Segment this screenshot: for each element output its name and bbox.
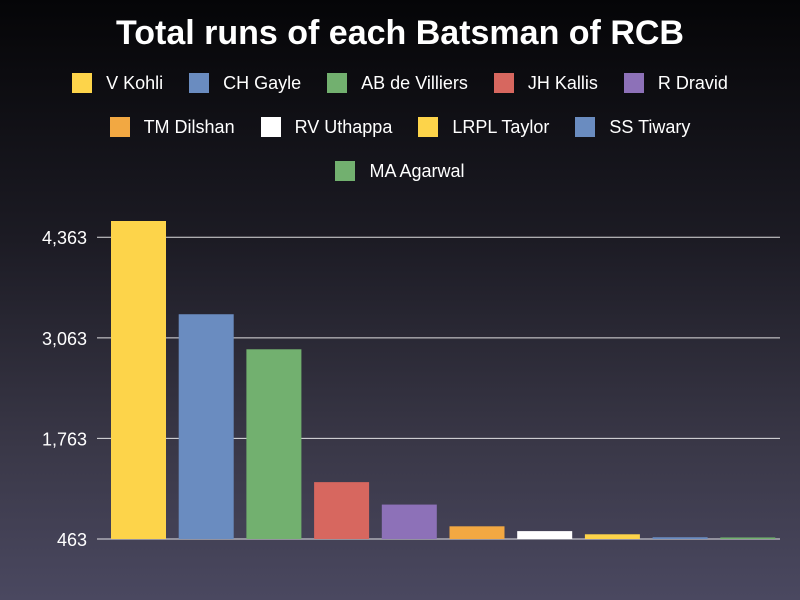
bar-ss-tiwary	[652, 537, 708, 539]
legend-swatch	[418, 117, 439, 137]
bar-ch-gayle	[178, 314, 234, 539]
legend-swatch	[327, 73, 348, 93]
legend-item-v-kohli: V Kohli	[72, 73, 163, 94]
legend-row: MA Agarwal	[0, 152, 800, 190]
legend-swatch	[335, 161, 356, 181]
legend-swatch	[109, 117, 130, 137]
y-tick-label: 1,763	[42, 429, 87, 449]
legend-item-ch-gayle: CH Gayle	[189, 73, 301, 94]
legend-item-ma-agarwal: MA Agarwal	[335, 160, 465, 182]
legend-swatch	[493, 73, 514, 93]
legend-swatch	[189, 73, 210, 93]
bar-ab-de-villiers	[246, 349, 302, 539]
legend-label: AB de Villiers	[361, 72, 468, 93]
bar-jh-kallis	[314, 482, 370, 539]
legend-item-lrpl-taylor: LRPL Taylor	[418, 117, 549, 138]
bar-ma-agarwal	[720, 537, 776, 539]
bar-tm-dilshan	[449, 526, 505, 539]
legend-label: CH Gayle	[223, 72, 302, 93]
legend-item-jh-kallis: JH Kallis	[493, 72, 598, 94]
y-tick-label: 3,063	[42, 329, 87, 349]
legend-swatch	[575, 117, 596, 137]
bar-r-dravid	[381, 504, 437, 539]
legend-label: R Dravid	[657, 72, 728, 93]
legend-item-rv-uthappa: RV Uthappa	[260, 116, 393, 138]
legend-item-ab-de-villiers: AB de Villiers	[327, 73, 468, 94]
legend-label: V Kohli	[106, 72, 164, 93]
legend-swatch	[623, 73, 644, 93]
y-tick-label: 463	[57, 530, 87, 550]
legend-item-ss-tiwary: SS Tiwary	[575, 117, 690, 138]
bar-v-kohli	[111, 221, 166, 539]
legend-swatch	[260, 117, 281, 137]
bar-lrpl-taylor	[584, 534, 640, 539]
legend-label: JH Kallis	[527, 72, 598, 93]
legend-label: MA Agarwal	[369, 160, 465, 181]
bar-rv-uthappa	[517, 531, 573, 539]
legend-label: TM Dilshan	[143, 116, 235, 137]
legend-label: SS Tiwary	[609, 116, 691, 137]
chart-title: Total runs of each Batsman of RCB	[116, 14, 684, 52]
y-tick-label: 4,363	[42, 228, 87, 248]
legend-label: RV Uthappa	[294, 116, 393, 137]
legend-row: V Kohli CH Gayle AB de Villiers JH Kalli…	[0, 64, 800, 102]
legend-row: TM Dilshan RV Uthappa LRPL Taylor SS Tiw…	[0, 108, 800, 146]
legend-label: LRPL Taylor	[452, 116, 550, 137]
legend-swatch	[72, 73, 93, 93]
legend-item-r-dravid: R Dravid	[623, 72, 728, 94]
legend: V Kohli CH Gayle AB de Villiers JH Kalli…	[0, 64, 800, 196]
legend-item-tm-dilshan: TM Dilshan	[109, 116, 235, 138]
